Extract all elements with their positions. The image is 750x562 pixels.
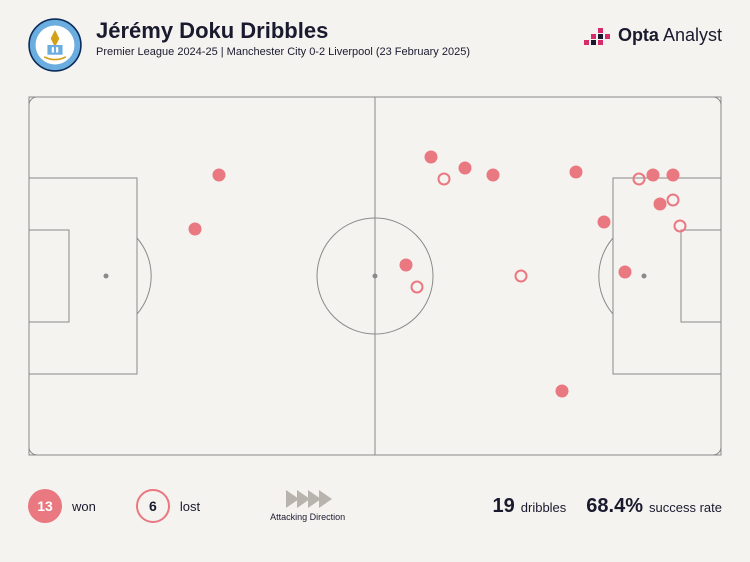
page-subtitle: Premier League 2024-25 | Manchester City… bbox=[96, 46, 722, 58]
rate-value: 68.4% bbox=[586, 495, 643, 518]
dribble-marker-won bbox=[459, 162, 472, 175]
opta-name: Opta bbox=[618, 25, 659, 45]
dribble-marker-won bbox=[646, 169, 659, 182]
rate-label: success rate bbox=[649, 500, 722, 515]
direction-arrows-icon bbox=[286, 490, 330, 508]
dribble-marker-lost bbox=[667, 194, 680, 207]
dribble-marker-won bbox=[486, 169, 499, 182]
dribble-marker-won bbox=[556, 385, 569, 398]
lost-count-badge: 6 bbox=[136, 489, 170, 523]
pitch-lines bbox=[28, 96, 722, 456]
opta-wordmark: Opta Analyst bbox=[618, 25, 722, 46]
stat-rate: 68.4% success rate bbox=[586, 495, 722, 518]
dribble-marker-lost bbox=[438, 172, 451, 185]
pitch-container bbox=[28, 96, 722, 456]
dribble-marker-won bbox=[598, 216, 611, 229]
total-label: dribbles bbox=[521, 500, 567, 515]
dribble-marker-won bbox=[653, 198, 666, 211]
dribble-marker-won bbox=[618, 266, 631, 279]
dribble-marker-won bbox=[188, 223, 201, 236]
dribble-marker-won bbox=[212, 169, 225, 182]
dribble-marker-won bbox=[570, 165, 583, 178]
legend-lost: 6 lost bbox=[136, 489, 200, 523]
dribble-marker-lost bbox=[514, 270, 527, 283]
legend-won: 13 won bbox=[28, 489, 96, 523]
opta-logo: Opta Analyst bbox=[584, 24, 722, 46]
lost-label: lost bbox=[180, 499, 200, 514]
dribble-marker-lost bbox=[674, 219, 687, 232]
stat-total: 19 dribbles bbox=[493, 495, 567, 518]
attacking-direction: Attacking Direction bbox=[270, 490, 345, 522]
dribble-marker-lost bbox=[632, 172, 645, 185]
dribble-marker-won bbox=[424, 151, 437, 164]
header: Jérémy Doku Dribbles Premier League 2024… bbox=[0, 0, 750, 82]
opta-mark-icon bbox=[584, 24, 612, 46]
club-crest-icon bbox=[28, 18, 82, 72]
footer: 13 won 6 lost Attacking Direction 19 dri… bbox=[0, 472, 750, 562]
dribble-marker-won bbox=[667, 169, 680, 182]
dribble-marker-won bbox=[400, 259, 413, 272]
won-label: won bbox=[72, 499, 96, 514]
dribble-marker-lost bbox=[410, 280, 423, 293]
direction-label: Attacking Direction bbox=[270, 512, 345, 522]
opta-sub-text: Analyst bbox=[663, 25, 722, 45]
stats-block: 19 dribbles 68.4% success rate bbox=[493, 495, 722, 518]
won-count-badge: 13 bbox=[28, 489, 62, 523]
total-count: 19 bbox=[493, 495, 515, 518]
